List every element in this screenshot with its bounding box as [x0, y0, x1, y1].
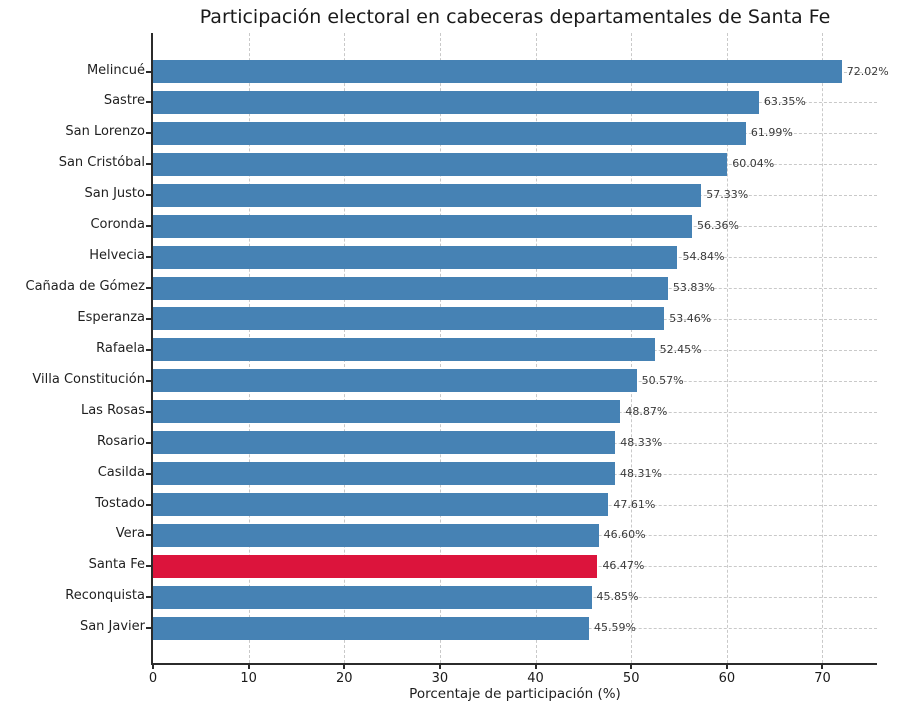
category-label: San Javier — [79, 619, 145, 635]
value-label: 46.47% — [602, 559, 645, 573]
category-label: Casilda — [97, 464, 145, 480]
x-tick-mark — [438, 663, 441, 669]
gridline-vertical — [726, 33, 728, 663]
y-tick-mark — [146, 317, 151, 320]
bar — [153, 462, 616, 486]
category-label: Rosario — [96, 433, 145, 449]
y-tick-mark — [146, 225, 151, 228]
value-label: 47.61% — [613, 497, 656, 511]
value-label: 54.84% — [682, 250, 725, 264]
x-tick-label: 0 — [148, 671, 158, 686]
category-label: Vera — [115, 526, 145, 542]
y-tick-mark — [146, 565, 151, 568]
x-tick-label: 50 — [622, 671, 640, 686]
bar — [153, 121, 746, 145]
bar — [153, 214, 693, 238]
value-label: 48.87% — [625, 404, 668, 418]
y-tick-mark — [146, 348, 151, 351]
bar — [153, 369, 637, 393]
value-label: 46.60% — [603, 528, 646, 542]
x-tick-label: 40 — [527, 671, 544, 686]
x-tick-mark — [343, 663, 346, 669]
x-axis-spine — [151, 663, 877, 665]
value-label: 56.36% — [697, 219, 739, 233]
x-tick-label: 60 — [718, 671, 736, 686]
y-axis-spine — [151, 33, 153, 665]
value-label: 48.33% — [620, 435, 663, 449]
category-label: Sastre — [103, 93, 145, 109]
bar — [153, 245, 678, 269]
x-tick-mark — [534, 663, 537, 669]
category-label: Reconquista — [65, 588, 145, 604]
value-label: 48.31% — [620, 466, 662, 480]
value-label: 45.59% — [594, 621, 636, 635]
x-tick-mark — [152, 663, 154, 669]
value-label: 50.57% — [641, 373, 684, 387]
category-label: San Lorenzo — [65, 124, 145, 140]
category-label: Las Rosas — [80, 402, 145, 418]
gridline-vertical — [822, 33, 824, 663]
y-tick-mark — [146, 441, 151, 444]
category-label: San Cristóbal — [58, 155, 145, 171]
bar — [153, 90, 759, 114]
x-tick-label: 10 — [240, 671, 257, 686]
bar — [153, 616, 590, 640]
category-label: Esperanza — [77, 309, 145, 325]
x-axis-label: Porcentaje de participación (%) — [409, 686, 621, 702]
value-label: 53.46% — [669, 311, 712, 325]
bar — [153, 152, 728, 176]
bar — [153, 585, 592, 609]
y-tick-mark — [146, 132, 151, 135]
category-label: Coronda — [90, 217, 145, 233]
y-tick-mark — [146, 472, 151, 475]
x-tick-mark — [725, 663, 728, 669]
category-label: Melincué — [86, 62, 145, 78]
category-label: Tostado — [95, 495, 145, 511]
category-label: Villa Constitución — [32, 371, 145, 387]
value-label: 52.45% — [659, 342, 702, 356]
y-tick-mark — [146, 534, 151, 537]
value-label: 60.04% — [732, 157, 775, 171]
y-tick-mark — [146, 596, 151, 599]
category-label: Santa Fe — [88, 557, 145, 573]
value-label: 61.99% — [750, 126, 793, 140]
x-tick-label: 70 — [814, 671, 831, 686]
y-tick-mark — [146, 410, 151, 413]
x-tick-label: 20 — [336, 671, 353, 686]
bar — [153, 400, 621, 424]
bar — [153, 523, 599, 547]
y-tick-mark — [146, 194, 151, 197]
y-tick-mark — [146, 70, 151, 73]
value-label: 57.33% — [706, 188, 749, 202]
bar — [153, 60, 842, 83]
x-tick-mark — [630, 663, 633, 669]
bar — [153, 276, 668, 300]
y-tick-mark — [146, 287, 151, 289]
y-tick-mark — [146, 101, 151, 104]
bar-highlight-santa-fe — [153, 554, 598, 578]
y-tick-mark — [146, 163, 151, 166]
y-tick-mark — [146, 627, 151, 630]
value-label: 45.85% — [596, 590, 639, 604]
bar — [153, 493, 609, 517]
chart-title: Participación electoral en cabeceras dep… — [199, 6, 831, 28]
y-tick-mark — [146, 256, 151, 259]
value-label: 53.83% — [672, 281, 715, 294]
category-label: Helvecia — [89, 248, 145, 264]
bar — [153, 338, 655, 362]
value-label: 72.02% — [846, 64, 889, 78]
value-label: 63.35% — [763, 95, 806, 109]
x-tick-mark — [821, 663, 824, 669]
x-tick-label: 30 — [431, 671, 449, 686]
y-tick-mark — [146, 379, 151, 382]
bar — [153, 431, 616, 455]
bar — [153, 307, 665, 331]
y-tick-mark — [146, 503, 151, 506]
category-label: Cañada de Gómez — [25, 279, 146, 294]
category-label: Rafaela — [96, 340, 145, 356]
x-tick-mark — [247, 663, 250, 669]
category-label: San Justo — [84, 186, 146, 202]
bar — [153, 183, 702, 207]
